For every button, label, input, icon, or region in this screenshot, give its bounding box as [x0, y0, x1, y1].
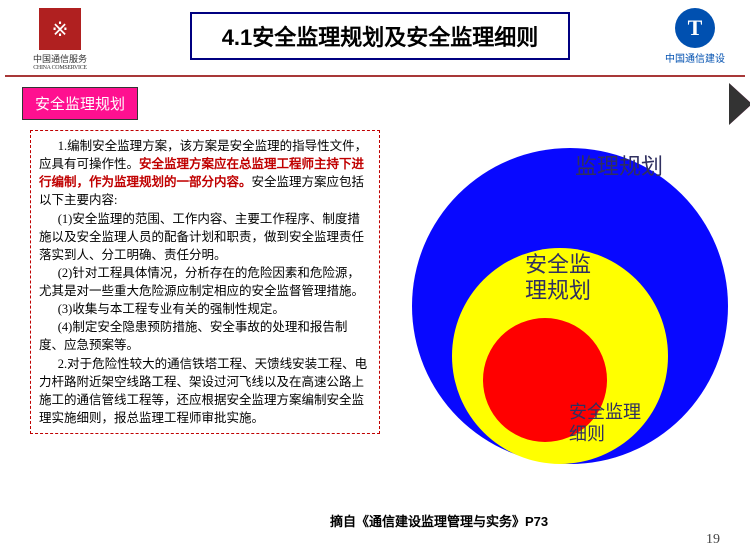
header: ※ 中国通信服务 CHINA COMSERVICE 4.1安全监理规划及安全监理… [0, 0, 750, 73]
content-area: 安全监理规划 1.编制安全监理方案，该方案是安全监理的指导性文件，应具有可操作性… [0, 77, 750, 434]
page-number: 19 [706, 532, 720, 548]
paragraph-1: 1.编制安全监理方案，该方案是安全监理的指导性文件，应具有可操作性。安全监理方案… [39, 137, 371, 210]
logo-left-en: CHINA COMSERVICE [33, 65, 87, 71]
title-text: 安全监理规划及安全监理细则 [252, 25, 538, 50]
paragraph-4: (3)收集与本工程专业有关的强制性规定。 [39, 300, 371, 318]
logo-right: T 中国通信建设 [660, 8, 730, 65]
citation: 摘自《通信建设监理管理与实务》P73 [330, 511, 548, 530]
tag-label: 安全监理规划 [22, 87, 138, 120]
label-inner: 安全监理细则 [569, 402, 641, 445]
logo-left: ※ 中国通信服务 CHINA COMSERVICE [20, 8, 100, 71]
venn-diagram: 监理规划 安全监理规划 安全监理细则 [405, 112, 735, 512]
ccec-icon: T [675, 8, 715, 48]
comservice-icon: ※ [39, 8, 81, 50]
logo-right-text: 中国通信建设 [665, 50, 725, 65]
label-mid: 安全监理规划 [525, 252, 591, 305]
label-outer: 监理规划 [575, 154, 663, 180]
paragraph-5: (4)制定安全隐患预防措施、安全事故的处理和报告制度、应急预案等。 [39, 318, 371, 354]
body-text-box: 1.编制安全监理方案，该方案是安全监理的指导性文件，应具有可操作性。安全监理方案… [30, 130, 380, 434]
paragraph-3: (2)针对工程具体情况，分析存在的危险因素和危险源，尤其是对一些重大危险源应制定… [39, 264, 371, 300]
slide-title: 4.1安全监理规划及安全监理细则 [190, 12, 571, 60]
logo-left-cn: 中国通信服务 [33, 52, 87, 65]
title-number: 4.1 [222, 25, 253, 50]
paragraph-2: (1)安全监理的范围、工作内容、主要工作程序、制度措施以及安全监理人员的配备计划… [39, 210, 371, 264]
paragraph-6: 2.对于危险性较大的通信铁塔工程、天馈线安装工程、电力杆路附近架空线路工程、架设… [39, 355, 371, 428]
